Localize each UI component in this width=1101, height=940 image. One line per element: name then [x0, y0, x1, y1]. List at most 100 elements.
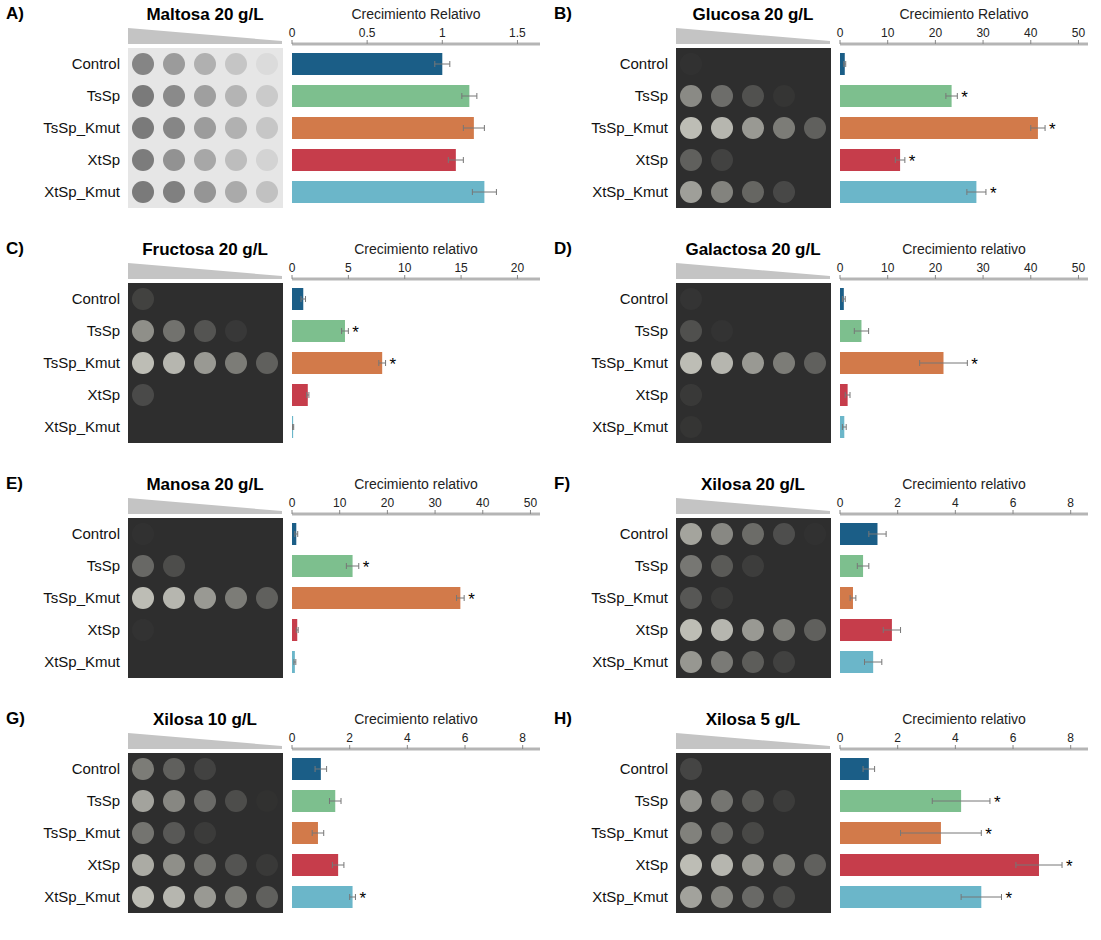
spot	[132, 758, 154, 780]
bar	[840, 53, 845, 75]
spot-plate	[676, 48, 831, 208]
spot	[132, 587, 154, 609]
error-bar	[869, 531, 886, 537]
spot	[804, 854, 826, 876]
spot	[773, 619, 795, 641]
tick	[292, 745, 293, 749]
spot	[804, 352, 826, 374]
spot	[773, 523, 795, 545]
spot	[711, 619, 733, 641]
bar	[840, 117, 1038, 139]
spot	[194, 149, 216, 171]
category-label: XtSp	[635, 856, 668, 873]
category-label: TsSp	[635, 792, 668, 809]
category-label: XtSp_Kmut	[592, 183, 669, 200]
bar	[292, 651, 295, 673]
spot	[711, 587, 733, 609]
spot	[711, 886, 733, 908]
tick-label: 0	[837, 731, 844, 745]
error-bar	[844, 61, 846, 67]
error-bar	[842, 424, 846, 430]
spot-plate	[128, 283, 283, 443]
error-bar	[895, 157, 905, 163]
spot	[680, 523, 702, 545]
spot	[194, 886, 216, 908]
error-bar	[346, 563, 358, 569]
spot	[256, 886, 278, 908]
tick	[482, 510, 483, 514]
significance: *	[985, 825, 992, 844]
category-label: Control	[72, 760, 120, 777]
spot	[680, 758, 702, 780]
spot	[163, 149, 185, 171]
dilution-wedge	[128, 733, 282, 749]
tick-label: 2	[346, 731, 353, 745]
category-label: XtSp	[635, 386, 668, 403]
error-bar	[294, 659, 296, 665]
spot	[163, 790, 185, 812]
bar	[292, 149, 456, 171]
tick-label: 15	[454, 261, 468, 275]
tick	[367, 40, 368, 44]
axis-title: Crecimiento relativo	[902, 711, 1026, 727]
significance: *	[1049, 120, 1056, 139]
spot	[804, 117, 826, 139]
spot	[256, 117, 278, 139]
tick	[887, 275, 888, 279]
category-label: Control	[620, 290, 668, 307]
dilution-wedge	[128, 498, 282, 514]
category-label: XtSp	[87, 386, 120, 403]
dilution-wedge	[128, 263, 282, 279]
tick	[387, 510, 388, 514]
error-bar	[448, 157, 463, 163]
spot	[742, 523, 764, 545]
bar	[840, 85, 952, 107]
bar	[292, 886, 353, 908]
error-bar	[857, 563, 869, 569]
axis-line	[292, 513, 540, 516]
category-label: Control	[72, 55, 120, 72]
spot	[680, 320, 702, 342]
spot	[163, 758, 185, 780]
significance: *	[359, 889, 366, 908]
spot	[711, 854, 733, 876]
error-bar	[350, 894, 356, 900]
spot	[711, 149, 733, 171]
spot	[132, 822, 154, 844]
spot	[225, 53, 247, 75]
marks	[292, 523, 464, 673]
spot	[711, 352, 733, 374]
category-label: TsSp	[87, 322, 120, 339]
spot	[680, 886, 702, 908]
spot	[742, 117, 764, 139]
spot-plate	[128, 753, 283, 913]
category-label: XtSp_Kmut	[592, 418, 669, 435]
category-label: XtSp_Kmut	[592, 888, 669, 905]
category-label: XtSp_Kmut	[44, 183, 121, 200]
error-bar	[332, 862, 344, 868]
marks	[840, 53, 1045, 203]
spot	[194, 117, 216, 139]
tick	[348, 275, 349, 279]
bar	[292, 555, 353, 577]
error-bar	[463, 125, 484, 131]
spot	[711, 181, 733, 203]
dilution-wedge	[676, 28, 830, 44]
spot	[163, 555, 185, 577]
marks	[840, 288, 967, 438]
spot	[194, 854, 216, 876]
axis-line	[292, 748, 540, 751]
tick-label: 0	[837, 496, 844, 510]
spot	[163, 85, 185, 107]
bar	[292, 854, 338, 876]
tick	[935, 40, 936, 44]
axis-title: Crecimiento Relativo	[351, 6, 480, 22]
bar	[840, 854, 1039, 876]
tick	[897, 510, 898, 514]
bar	[840, 181, 976, 203]
tick-label: 20	[381, 496, 395, 510]
panel-title: Glucosa 20 g/L	[693, 5, 814, 24]
tick-label: 10	[881, 26, 895, 40]
category-label: Control	[620, 525, 668, 542]
tick	[461, 275, 462, 279]
